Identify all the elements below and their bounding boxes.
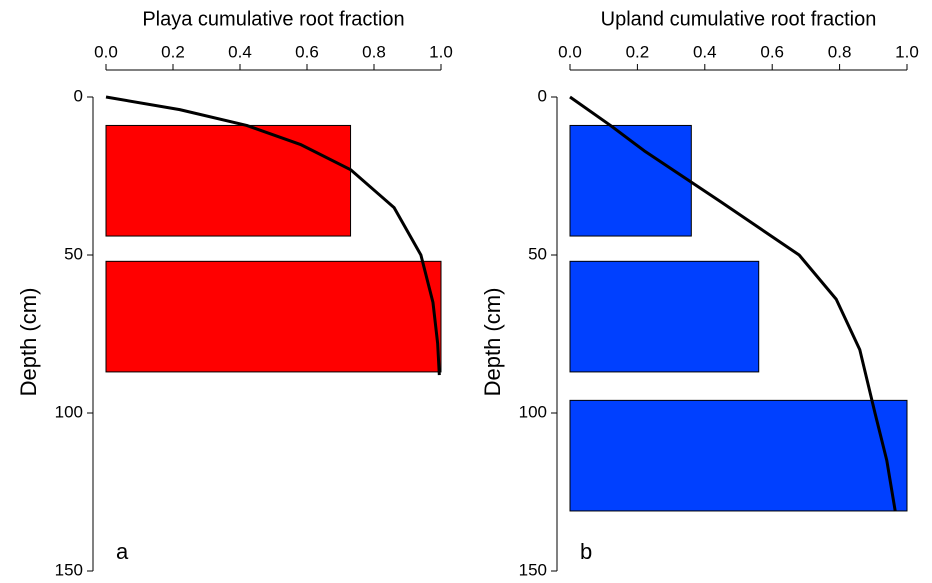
- x-tick-label: 0.0: [558, 42, 582, 61]
- x-tick-label: 0.4: [228, 42, 252, 61]
- x-tick-label: 1.0: [429, 42, 453, 61]
- bar: [105, 260, 442, 373]
- x-tick-label: 0.2: [626, 42, 650, 61]
- y-tick-label: 0: [74, 86, 83, 105]
- y-tick-label: 150: [519, 560, 547, 579]
- panel-label: a: [116, 539, 129, 564]
- y-tick-label: 0: [538, 86, 547, 105]
- y-axis-label: Depth (cm): [16, 288, 41, 397]
- root-curve: [569, 95, 897, 512]
- y-tick-label: 100: [55, 402, 83, 421]
- x-tick-label: 0.4: [693, 42, 717, 61]
- chart-title: Upland cumulative root fraction: [601, 8, 877, 30]
- root-curve: [105, 95, 441, 376]
- bar: [569, 399, 908, 512]
- y-tick-label: 50: [64, 244, 83, 263]
- x-tick-label: 0.2: [161, 42, 185, 61]
- x-tick-label: 1.0: [895, 42, 919, 61]
- y-tick-label: 150: [55, 560, 83, 579]
- bar: [105, 124, 352, 237]
- x-tick-label: 0.6: [295, 42, 319, 61]
- y-tick-label: 50: [528, 244, 547, 263]
- bar: [569, 260, 760, 373]
- y-tick-label: 100: [519, 402, 547, 421]
- x-tick-label: 0.6: [760, 42, 784, 61]
- bar: [569, 124, 692, 237]
- x-tick-label: 0.8: [828, 42, 852, 61]
- y-axis-label: Depth (cm): [480, 288, 505, 397]
- chart-title: Playa cumulative root fraction: [142, 8, 404, 30]
- panel-label: b: [580, 539, 592, 564]
- x-tick-label: 0.0: [94, 42, 118, 61]
- x-tick-label: 0.8: [362, 42, 386, 61]
